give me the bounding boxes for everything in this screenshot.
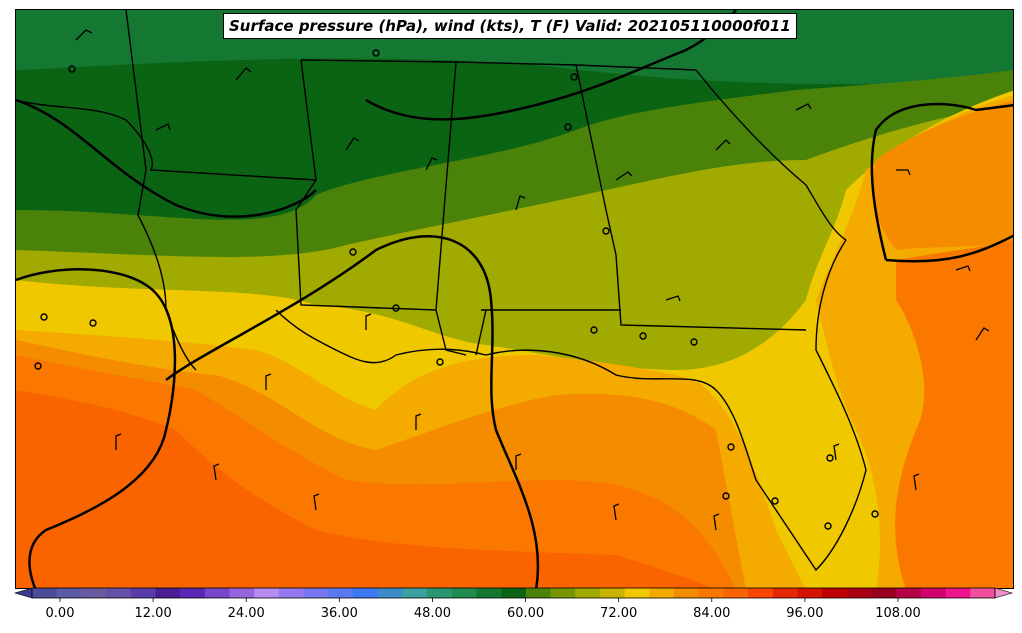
colorbar-bin [501,588,527,598]
colorbar-bin [377,588,403,598]
colorbar-bin [155,588,181,598]
colorbar-bin [56,588,82,598]
colorbar-bin [550,588,576,598]
map-title: Surface pressure (hPa), wind (kts), T (F… [223,13,797,39]
colorbar-bin [624,588,650,598]
colorbar-bin [772,588,798,598]
colorbar-bin [525,588,552,598]
colorbar-bin [353,588,379,598]
colorbar-extend-max [994,587,1014,599]
colorbar-bin [723,588,749,598]
colorbar-bin [278,588,305,598]
colorbar-bin [748,588,774,598]
colorbar-bin [427,588,453,598]
colorbar-bin [674,588,700,598]
colorbar-bin [649,588,675,598]
colorbar-bin [204,588,231,598]
wind-barbs [75,29,990,531]
colorbar-bin [130,588,156,598]
temperature-fill [16,10,1013,588]
colorbar-bin [698,588,724,598]
colorbar-bin [451,588,477,598]
colorbar-tick-label: 48.00 [413,606,452,621]
colorbar-bin [328,588,354,598]
colorbar-bin [896,588,922,598]
colorbar-tick-label: 12.00 [134,606,172,621]
colorbar-tick-label: 0.00 [45,606,75,621]
colorbar-bin [945,588,971,598]
colorbar-tick-label: 60.00 [506,606,545,621]
colorbar-bin [599,588,626,598]
colorbar-bin [822,588,848,598]
colorbar-bin [970,588,996,598]
colorbar-bin [797,588,823,598]
colorbar-bin [476,588,502,598]
colorbar-tick-label: 24.00 [227,606,265,621]
colorbar-bin [920,588,947,598]
colorbar-extend-min [13,587,33,599]
colorbar-bin [846,588,873,598]
colorbar-tick-label: 108.00 [875,606,921,621]
colorbar-bin [303,588,329,598]
colorbar-bin [402,588,428,598]
colorbar-bin [106,588,132,598]
colorbar-bin [81,588,107,598]
colorbar-tick-label: 36.00 [320,606,358,621]
colorbar [13,587,1014,602]
station-markers [34,49,879,530]
boundary-lines [16,10,867,572]
colorbar-tick-label: 72.00 [600,606,638,621]
colorbar-bin [254,588,280,598]
colorbar-tick-label: 96.00 [786,606,824,621]
colorbar-outline [31,587,996,599]
map-panel [15,9,1014,589]
colorbar-bin [575,588,601,598]
colorbar-bin [32,588,58,598]
colorbar-bin [180,588,206,598]
map-canvas [16,10,1013,588]
colorbar-tick-label: 84.00 [693,606,731,621]
colorbar-bin [871,588,897,598]
colorbar-bin [229,588,255,598]
